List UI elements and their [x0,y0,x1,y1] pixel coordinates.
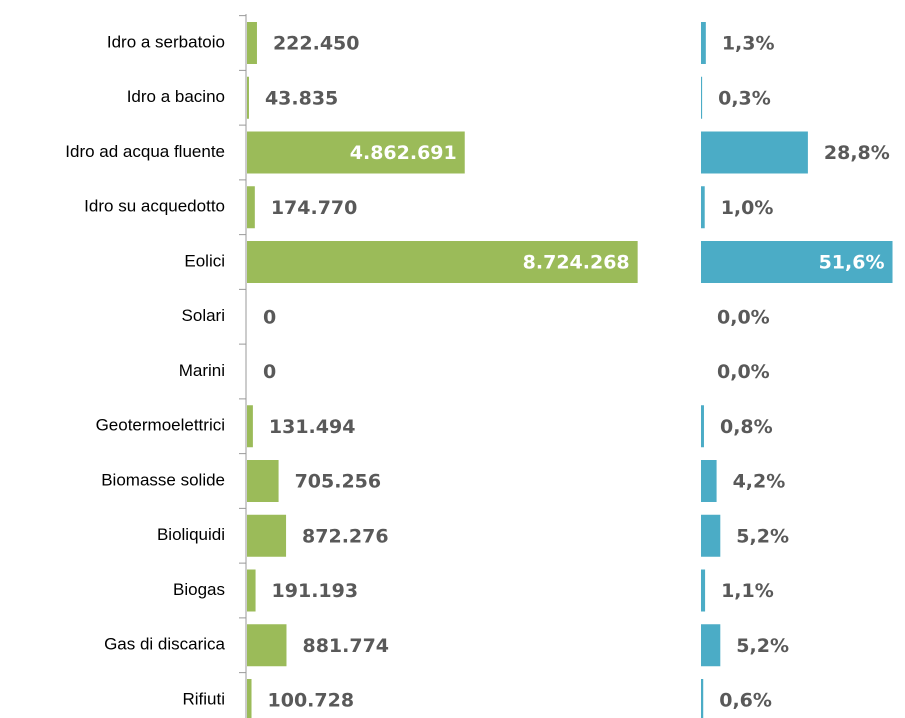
bar [247,569,256,612]
category-label: Biomasse solide [101,470,225,489]
bar [247,131,465,174]
value-label: 43.835 [265,87,338,109]
bar [247,624,287,667]
category-label: Bioliquidi [157,525,225,544]
value-label: 1,1% [721,580,774,602]
value-label: 0 [263,361,276,383]
bar [247,241,638,283]
value-label: 28,8% [824,142,890,164]
value-label: 5,2% [736,525,789,547]
bar [247,514,287,557]
bar [701,514,721,557]
value-label: 705.256 [295,471,382,493]
bar [701,76,703,119]
category-label: Idro ad acqua fluente [65,142,225,161]
value-label: 8.724.268 [523,252,630,274]
value-label: 1,3% [722,33,775,55]
category-label: Geotermoelettrici [96,416,225,435]
bar [701,569,706,612]
value-label: 0,3% [718,87,771,109]
value-label: 51,6% [819,252,885,274]
bar [247,22,257,64]
category-label: Idro su acquedotto [84,197,225,216]
value-label: 0,0% [717,361,770,383]
bar [247,460,279,502]
value-label: 222.450 [273,33,360,55]
category-label: Marini [179,361,225,380]
value-label: 5,2% [736,635,789,657]
bar [701,131,808,174]
bar [701,624,721,667]
bar [701,405,704,448]
category-label: Idro a bacino [127,87,225,106]
bar [701,22,706,64]
bar [701,679,704,718]
bar [701,186,705,229]
value-label: 872.276 [302,525,389,547]
bar [701,241,893,283]
bar [247,405,253,448]
category-label: Biogas [173,580,225,599]
value-label: 4.862.691 [350,142,457,164]
value-label: 131.494 [269,416,356,438]
category-label: Solari [182,306,225,325]
value-label: 0,8% [720,416,773,438]
category-label: Rifiuti [182,689,225,708]
value-label: 174.770 [271,197,358,219]
value-label: 0,6% [719,690,772,712]
bar [701,460,717,502]
category-label: Gas di discarica [104,635,225,654]
bar [247,76,249,119]
value-label: 0,0% [717,306,770,328]
bar [247,186,255,229]
value-label: 1,0% [721,197,774,219]
value-label: 881.774 [302,635,389,657]
value-label: 191.193 [272,580,359,602]
value-label: 4,2% [733,471,786,493]
value-label: 0 [263,306,276,328]
category-label: Idro a serbatoio [107,32,225,51]
category-label: Eolici [184,251,225,270]
value-label: 100.728 [268,690,355,712]
bar [247,679,252,718]
